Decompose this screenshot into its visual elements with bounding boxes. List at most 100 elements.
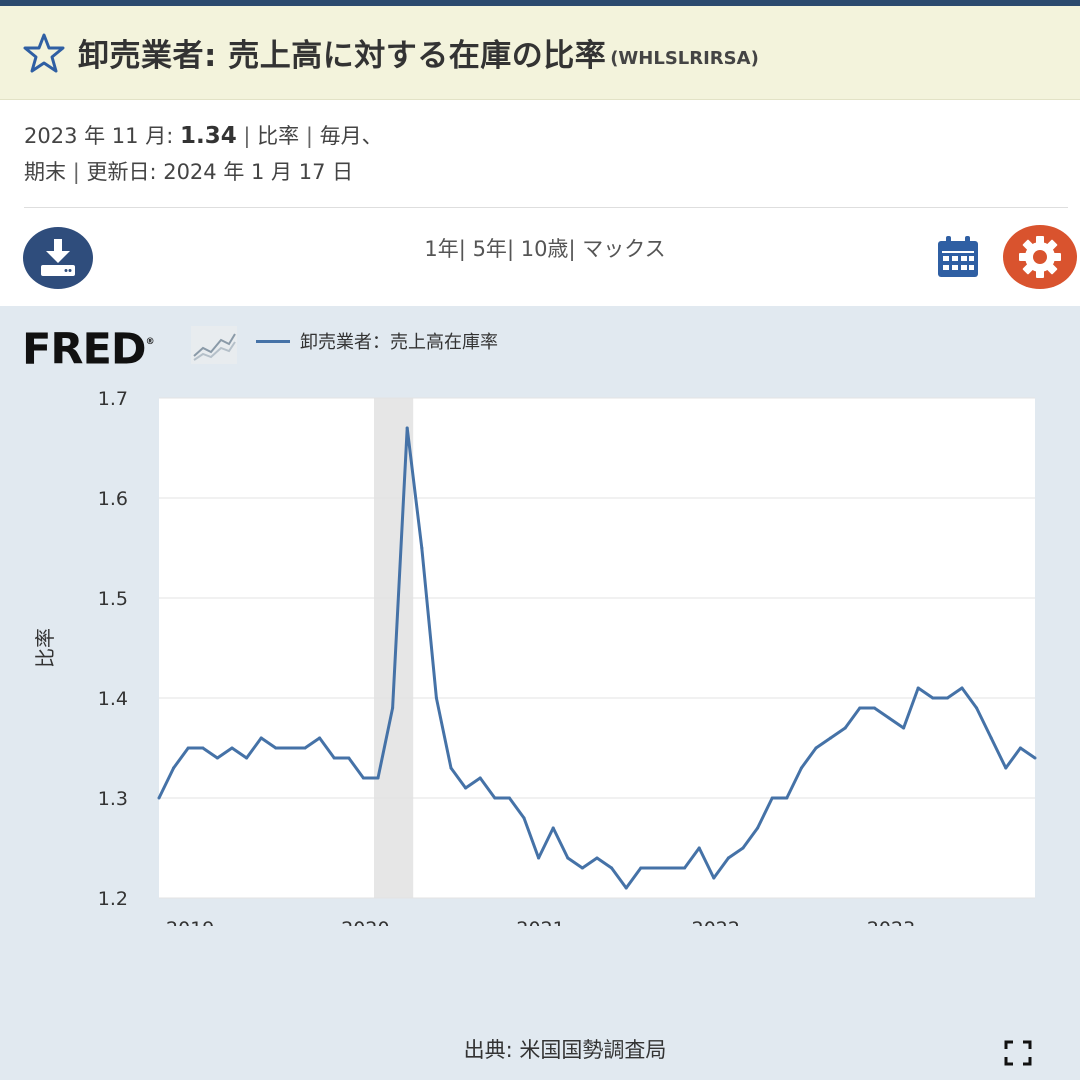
data-point[interactable] xyxy=(478,776,482,780)
units: 比率 xyxy=(257,124,300,148)
data-point[interactable] xyxy=(1033,756,1037,760)
x-tick-label: 2023 xyxy=(867,918,915,926)
data-point[interactable] xyxy=(318,736,322,740)
data-point[interactable] xyxy=(186,746,190,750)
data-point[interactable] xyxy=(259,736,263,740)
range-5y[interactable]: 5年 xyxy=(472,237,507,261)
data-point[interactable] xyxy=(522,816,526,820)
data-point[interactable] xyxy=(493,796,497,800)
data-point[interactable] xyxy=(945,696,949,700)
data-point[interactable] xyxy=(741,846,745,850)
data-point[interactable] xyxy=(872,706,876,710)
data-point[interactable] xyxy=(653,866,657,870)
data-point[interactable] xyxy=(726,856,730,860)
data-point[interactable] xyxy=(361,776,365,780)
gear-icon xyxy=(1019,236,1061,278)
data-point[interactable] xyxy=(537,856,541,860)
x-tick-label: 2021 xyxy=(516,918,564,926)
data-point[interactable] xyxy=(799,766,803,770)
data-point[interactable] xyxy=(566,856,570,860)
fred-chart-icon xyxy=(191,326,237,364)
line-chart: 1.2 1.3 1.4 1.5 1.6 1.7 2019 2020 2021 2022 2023 比率… xyxy=(33,388,1037,926)
download-button[interactable] xyxy=(23,227,93,289)
chart-legend: 卸売業者：売上高在庫率 xyxy=(256,328,498,354)
data-point[interactable] xyxy=(916,686,920,690)
data-point[interactable] xyxy=(814,746,818,750)
data-point[interactable] xyxy=(1018,746,1022,750)
plot-background xyxy=(159,398,1035,898)
data-point[interactable] xyxy=(1004,766,1008,770)
data-point[interactable] xyxy=(405,426,409,430)
data-point[interactable] xyxy=(610,866,614,870)
data-point[interactable] xyxy=(464,786,468,790)
data-point[interactable] xyxy=(332,756,336,760)
data-point[interactable] xyxy=(157,796,161,800)
page-title: 卸売業者: 売上高に対する在庫の比率 xyxy=(78,38,607,74)
data-point[interactable] xyxy=(843,726,847,730)
fred-logo[interactable]: FRED® xyxy=(22,324,155,375)
observation-date: 2023 年 11 月: xyxy=(24,124,174,148)
data-point[interactable] xyxy=(172,766,176,770)
series-id: (WHLSLRIRSA) xyxy=(610,48,759,69)
fullscreen-icon[interactable] xyxy=(1004,1040,1032,1066)
chart-toolbar: 1年| 5年| 10歳| マックス xyxy=(0,208,1080,306)
y-tick-label: 1.4 xyxy=(98,688,128,710)
data-point[interactable] xyxy=(288,746,292,750)
data-point[interactable] xyxy=(376,776,380,780)
data-point[interactable] xyxy=(756,826,760,830)
x-tick-label: 2020 xyxy=(341,918,389,926)
top-strip xyxy=(0,0,1080,6)
data-point[interactable] xyxy=(712,876,716,880)
data-point[interactable] xyxy=(507,796,511,800)
registered-mark: ® xyxy=(145,337,155,347)
data-point[interactable] xyxy=(697,846,701,850)
data-point[interactable] xyxy=(274,746,278,750)
data-point[interactable] xyxy=(624,886,628,890)
data-point[interactable] xyxy=(303,746,307,750)
data-point[interactable] xyxy=(960,686,964,690)
data-point[interactable] xyxy=(420,546,424,550)
data-point[interactable] xyxy=(230,746,234,750)
data-point[interactable] xyxy=(580,866,584,870)
y-tick-label: 1.6 xyxy=(98,488,128,510)
data-point[interactable] xyxy=(215,756,219,760)
data-point[interactable] xyxy=(683,866,687,870)
data-point[interactable] xyxy=(785,796,789,800)
data-point[interactable] xyxy=(639,866,643,870)
x-tick-label: 2022 xyxy=(692,918,740,926)
data-point[interactable] xyxy=(595,856,599,860)
latest-value: 1.34 xyxy=(179,123,237,149)
y-tick-label: 1.7 xyxy=(98,388,128,410)
range-10y[interactable]: 10歳 xyxy=(520,237,569,261)
fred-logo-text: FRED xyxy=(22,324,147,375)
star-icon[interactable] xyxy=(22,31,66,75)
frequency: 毎月、 xyxy=(319,124,383,148)
data-point[interactable] xyxy=(975,706,979,710)
date-range-selector: 1年| 5年| 10歳| マックス xyxy=(0,233,1080,263)
chart-area: FRED® 卸売業者：売上高在庫率 1.2 1.3 1.4 1.5 1.6 1.7 2019… xyxy=(0,306,1080,1080)
meta-line-2: 期末 | 更新日: 2024 年 1 月 17 日 xyxy=(24,154,1054,190)
data-point[interactable] xyxy=(829,736,833,740)
meta-separator: | xyxy=(243,124,251,148)
data-point[interactable] xyxy=(887,716,891,720)
range-max[interactable]: マックス xyxy=(582,237,666,261)
data-point[interactable] xyxy=(989,736,993,740)
legend-swatch xyxy=(256,339,290,343)
data-point[interactable] xyxy=(391,706,395,710)
data-point[interactable] xyxy=(449,766,453,770)
data-point[interactable] xyxy=(347,756,351,760)
data-point[interactable] xyxy=(201,746,205,750)
recession-shade xyxy=(374,398,414,898)
range-1y[interactable]: 1年 xyxy=(424,237,459,261)
data-point[interactable] xyxy=(245,756,249,760)
data-point[interactable] xyxy=(931,696,935,700)
data-point[interactable] xyxy=(551,826,555,830)
data-point[interactable] xyxy=(858,706,862,710)
data-point[interactable] xyxy=(434,696,438,700)
settings-button[interactable] xyxy=(1003,225,1077,289)
data-point[interactable] xyxy=(770,796,774,800)
data-point[interactable] xyxy=(902,726,906,730)
data-point[interactable] xyxy=(668,866,672,870)
calendar-icon[interactable] xyxy=(935,234,981,280)
period-type: 期末 xyxy=(24,160,66,184)
